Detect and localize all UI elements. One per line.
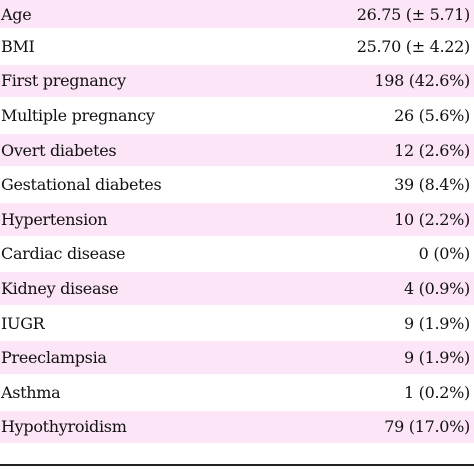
row-label-first-pregnancy: First pregnancy bbox=[1, 71, 126, 91]
row-value-asthma: 1 (0.2%) bbox=[404, 382, 470, 402]
row-value-cardiac-disease: 0 (0%) bbox=[418, 244, 471, 264]
table-row: First pregnancy 198 (42.6%) bbox=[0, 64, 474, 100]
table-bottom-rule bbox=[0, 464, 474, 466]
row-value-kidney-disease: 4 (0.9%) bbox=[404, 278, 470, 298]
row-value-hypertension: 10 (2.2%) bbox=[394, 209, 470, 229]
row-label-preeclampsia: Preeclampsia bbox=[1, 348, 107, 368]
table-row: Overt diabetes 12 (2.6%) bbox=[0, 133, 474, 169]
row-label-bmi: BMI bbox=[1, 36, 35, 56]
row-value-iugr: 9 (1.9%) bbox=[404, 313, 470, 333]
row-value-gestational-diabetes: 39 (8.4%) bbox=[394, 175, 470, 195]
table-row: Asthma 1 (0.2%) bbox=[0, 375, 474, 411]
row-label-hypothyroidism: Hypothyroidism bbox=[1, 417, 127, 437]
table-row: Age 26.75 (± 5.71) bbox=[0, 0, 474, 30]
row-label-age: Age bbox=[1, 4, 32, 24]
row-value-first-pregnancy: 198 (42.6%) bbox=[374, 71, 470, 91]
table-row: Cardiac disease 0 (0%) bbox=[0, 237, 474, 273]
row-label-multiple-pregnancy: Multiple pregnancy bbox=[1, 105, 155, 125]
row-label-overt-diabetes: Overt diabetes bbox=[1, 140, 117, 160]
table-row: Gestational diabetes 39 (8.4%) bbox=[0, 168, 474, 203]
table-row: IUGR 9 (1.9%) bbox=[0, 306, 474, 342]
row-label-hypertension: Hypertension bbox=[1, 209, 108, 229]
row-label-kidney-disease: Kidney disease bbox=[1, 278, 119, 298]
table-row: Preeclampsia 9 (1.9%) bbox=[0, 341, 474, 376]
row-label-cardiac-disease: Cardiac disease bbox=[1, 244, 126, 264]
table-row: Hypertension 10 (2.2%) bbox=[0, 202, 474, 238]
row-value-hypothyroidism: 79 (17.0%) bbox=[384, 417, 470, 437]
row-value-overt-diabetes: 12 (2.6%) bbox=[394, 140, 470, 160]
row-label-asthma: Asthma bbox=[1, 382, 61, 402]
row-value-age: 26.75 (± 5.71) bbox=[356, 4, 471, 24]
row-value-preeclampsia: 9 (1.9%) bbox=[404, 348, 470, 368]
row-value-bmi: 25.70 (± 4.22) bbox=[356, 36, 471, 56]
table-row: Kidney disease 4 (0.9%) bbox=[0, 272, 474, 307]
table-row: BMI 25.70 (± 4.22) bbox=[0, 30, 474, 65]
table-row: Hypothyroidism 79 (17.0%) bbox=[0, 410, 474, 446]
row-value-multiple-pregnancy: 26 (5.6%) bbox=[394, 105, 470, 125]
row-label-iugr: IUGR bbox=[1, 313, 45, 333]
row-label-gestational-diabetes: Gestational diabetes bbox=[1, 175, 162, 195]
table-row: Multiple pregnancy 26 (5.6%) bbox=[0, 99, 474, 134]
